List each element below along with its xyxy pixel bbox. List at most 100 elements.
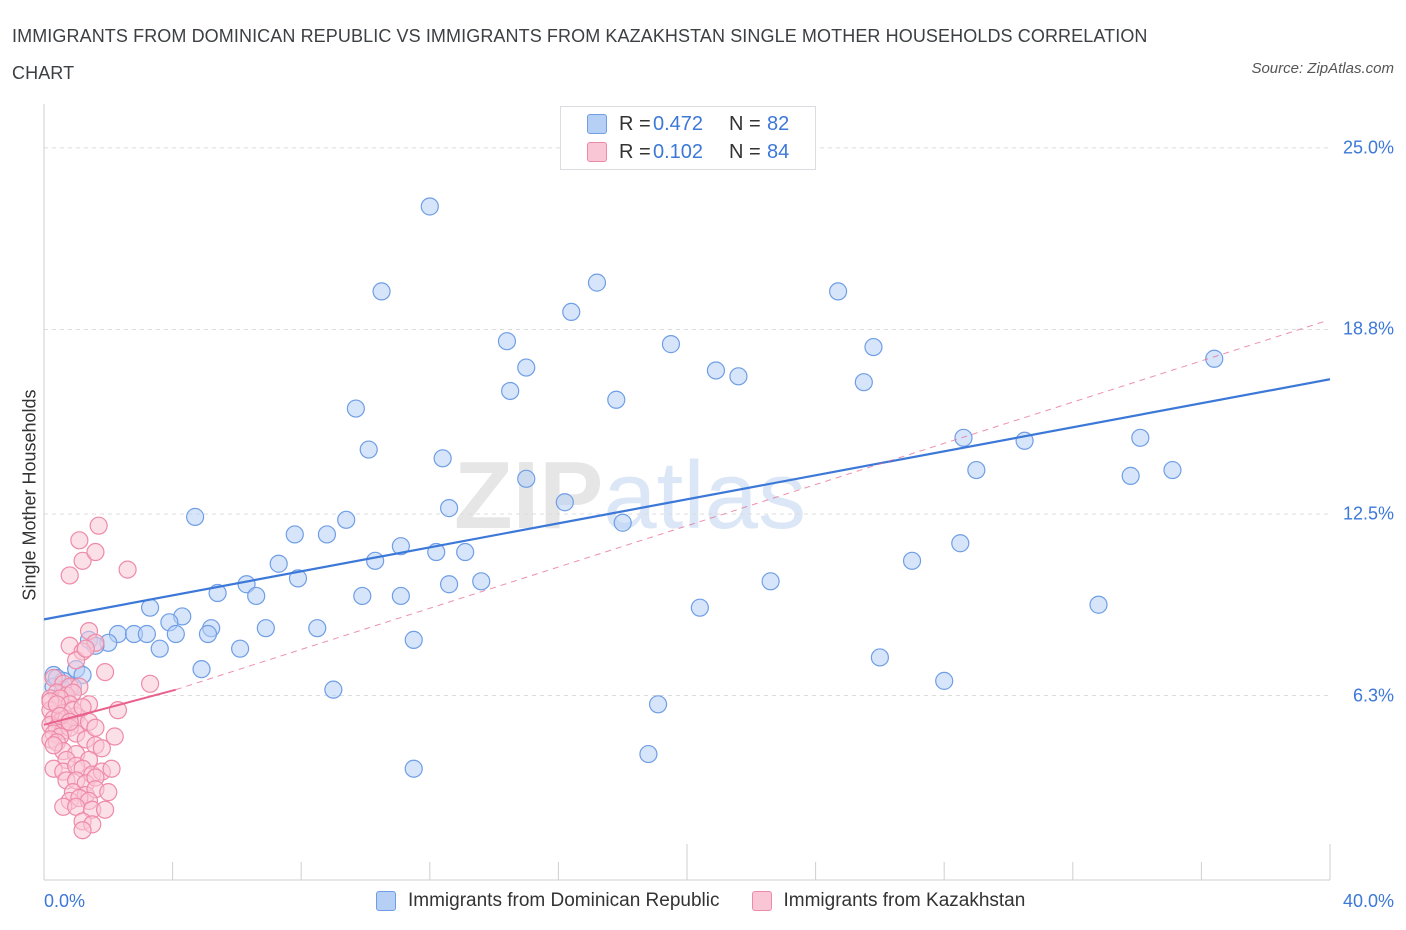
data-point <box>337 510 356 529</box>
data-point <box>729 367 748 386</box>
data-point <box>73 698 92 717</box>
data-point <box>935 671 954 690</box>
data-point <box>404 630 423 649</box>
source-label: Source: ZipAtlas.com <box>1251 60 1394 77</box>
data-point <box>256 619 275 638</box>
data-point <box>102 759 121 778</box>
n-label: N = <box>729 140 761 163</box>
axes <box>43 104 1331 881</box>
data-point <box>95 662 115 682</box>
data-point <box>44 736 63 755</box>
data-point <box>439 575 459 594</box>
data-point <box>140 674 160 693</box>
legend-swatch-kazakhstan <box>587 142 607 162</box>
data-point <box>829 282 848 301</box>
data-point <box>308 619 327 638</box>
data-point <box>346 399 365 418</box>
data-point <box>288 569 308 588</box>
data-point <box>456 542 475 562</box>
data-point <box>372 282 391 301</box>
n-label: N = <box>729 112 761 135</box>
legend-swatch-dominican <box>376 891 396 911</box>
data-point <box>613 513 632 532</box>
data-point <box>555 493 574 512</box>
r-label: R = <box>619 112 651 135</box>
watermark: ZIPatlas <box>454 442 806 549</box>
data-point <box>706 361 726 380</box>
data-point <box>99 783 118 802</box>
data-point <box>562 302 581 322</box>
legend-row-dominican: R = 0.472 N = 82 <box>587 110 789 138</box>
data-point <box>192 660 211 679</box>
data-point <box>854 373 873 392</box>
data-point <box>231 639 250 658</box>
data-point <box>73 551 92 570</box>
r-value-dominican: 0.472 <box>653 112 704 135</box>
legend-swatch-kazakhstan <box>751 891 772 911</box>
data-point <box>317 525 337 544</box>
data-point <box>1205 349 1224 368</box>
legend-item-dominican: Immigrants from Dominican Republic <box>376 890 720 912</box>
legend-item-kazakhstan: Immigrants from Kazakhstan <box>751 890 1025 912</box>
data-point <box>607 390 626 409</box>
data-point <box>70 531 89 550</box>
data-point <box>761 572 780 591</box>
data-point <box>76 639 95 658</box>
stats-legend: R = 0.472 N = 82 R = 0.102 N = 84 <box>560 106 816 170</box>
data-point <box>1163 460 1182 480</box>
data-point <box>89 516 108 535</box>
trend-line <box>43 378 1331 621</box>
data-point <box>1131 428 1150 447</box>
x-tick-label: 0.0% <box>44 891 86 911</box>
data-point <box>648 695 668 714</box>
y-tick-label: 18.8% <box>1342 318 1394 339</box>
data-point <box>366 551 385 570</box>
data-point <box>391 537 410 556</box>
y-axis-title: Single Mother Households <box>19 389 40 601</box>
data-point <box>86 542 105 562</box>
data-point <box>420 197 439 216</box>
data-point <box>86 718 105 737</box>
data-point <box>967 460 986 480</box>
data-point <box>1089 595 1108 614</box>
series-kazakhstan <box>41 516 160 840</box>
data-point <box>247 586 266 606</box>
data-point <box>587 273 607 292</box>
data-point <box>902 551 922 570</box>
x-tick-label: 40.0% <box>1342 891 1394 911</box>
data-point <box>150 639 169 658</box>
data-point <box>439 499 459 518</box>
data-point <box>198 624 218 644</box>
data-point <box>433 449 452 468</box>
trend-line <box>43 688 177 726</box>
data-point <box>404 759 423 778</box>
trend-line-extended <box>175 320 1327 691</box>
data-point <box>359 440 378 459</box>
r-value-kazakhstan: 0.102 <box>653 140 704 163</box>
data-point <box>105 727 124 746</box>
data-point <box>517 358 536 377</box>
data-point <box>391 586 410 606</box>
data-point <box>501 381 520 401</box>
data-point <box>67 651 86 670</box>
data-point <box>1121 466 1140 485</box>
data-point <box>92 739 111 758</box>
series-legend: Immigrants from Dominican Republic Immig… <box>376 890 1057 912</box>
gridlines <box>44 147 1330 697</box>
data-point <box>137 624 156 644</box>
data-point <box>186 507 205 526</box>
y-tick-label: 6.3% <box>1352 685 1394 706</box>
data-point <box>661 335 681 354</box>
data-point <box>95 800 115 819</box>
n-value-dominican: 82 <box>767 112 790 135</box>
data-point <box>60 566 79 585</box>
data-point <box>517 469 536 488</box>
data-point <box>269 554 288 573</box>
data-point <box>118 560 137 579</box>
data-point <box>497 332 517 351</box>
r-label: R = <box>619 140 651 163</box>
legend-label-dominican: Immigrants from Dominican Republic <box>408 890 720 911</box>
chart-title: IMMIGRANTS FROM DOMINICAN REPUBLIC VS IM… <box>12 26 1148 83</box>
data-point <box>690 598 709 617</box>
